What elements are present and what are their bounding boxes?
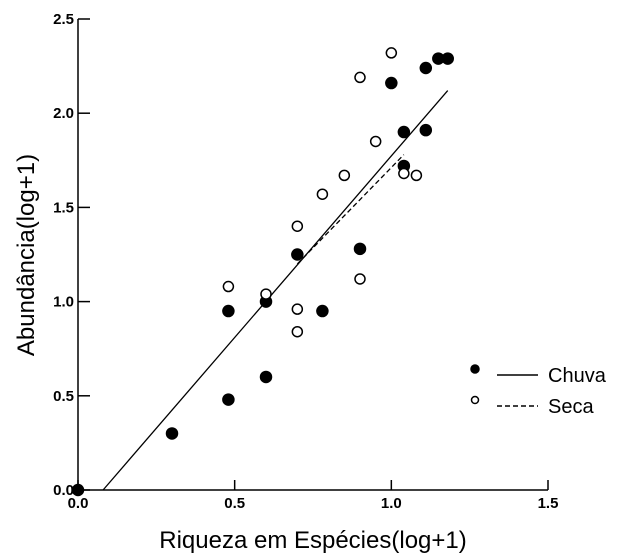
- y-tick-label: 0.5: [53, 388, 74, 405]
- legend-label-seca: Seca: [548, 396, 594, 418]
- point-seca: [338, 169, 351, 182]
- point-seca: [354, 71, 366, 84]
- point-seca: [222, 280, 235, 293]
- point-chuva: [419, 123, 433, 137]
- x-axis-title: Riqueza em Espécies(log+1): [159, 527, 467, 554]
- point-chuva: [441, 52, 454, 65]
- point-chuva: [397, 125, 411, 139]
- legend-label-chuva: Chuva: [548, 365, 607, 387]
- point-chuva: [259, 370, 273, 384]
- data-points: [71, 47, 454, 497]
- point-seca: [354, 273, 366, 285]
- fit-lines: [102, 90, 449, 491]
- point-seca: [398, 167, 410, 180]
- point-chuva: [419, 61, 433, 75]
- y-tick-label: 2.0: [53, 105, 74, 122]
- point-seca: [291, 325, 304, 338]
- point-chuva: [291, 248, 304, 261]
- x-tick-label: 0.5: [224, 495, 245, 512]
- point-seca: [410, 169, 423, 182]
- point-chuva: [316, 304, 329, 318]
- point-chuva: [353, 242, 367, 256]
- point-chuva: [71, 483, 85, 497]
- point-chuva: [165, 427, 179, 440]
- fit-line-seca: [296, 154, 405, 265]
- point-seca: [291, 220, 304, 232]
- fit-line-chuva: [102, 90, 449, 491]
- x-tick-label: 0.0: [68, 495, 89, 512]
- point-seca: [291, 303, 304, 315]
- point-chuva: [222, 304, 235, 318]
- y-tick-label: 1.0: [53, 294, 74, 311]
- y-tick-label: 1.5: [53, 199, 74, 216]
- x-tick-label: 1.5: [538, 495, 559, 512]
- point-chuva: [222, 393, 235, 406]
- legend-marker-seca: [470, 395, 480, 405]
- legend-marker-chuva: [470, 364, 480, 374]
- point-seca: [260, 288, 272, 300]
- point-chuva: [385, 76, 398, 90]
- y-tick-label: 0.0: [53, 482, 74, 499]
- y-axis-title: Abundância(log+1): [13, 154, 40, 356]
- x-tick-label: 1.0: [381, 495, 402, 512]
- point-seca: [316, 188, 329, 200]
- y-tick-label: 2.5: [53, 11, 74, 28]
- axes: 0.0 0.5 1.0 1.5 0.0 0.5 1.0 1.5 2.0 2.5: [53, 11, 558, 512]
- point-seca: [385, 47, 398, 59]
- legend: Chuva Seca: [470, 364, 607, 418]
- point-seca: [369, 135, 382, 148]
